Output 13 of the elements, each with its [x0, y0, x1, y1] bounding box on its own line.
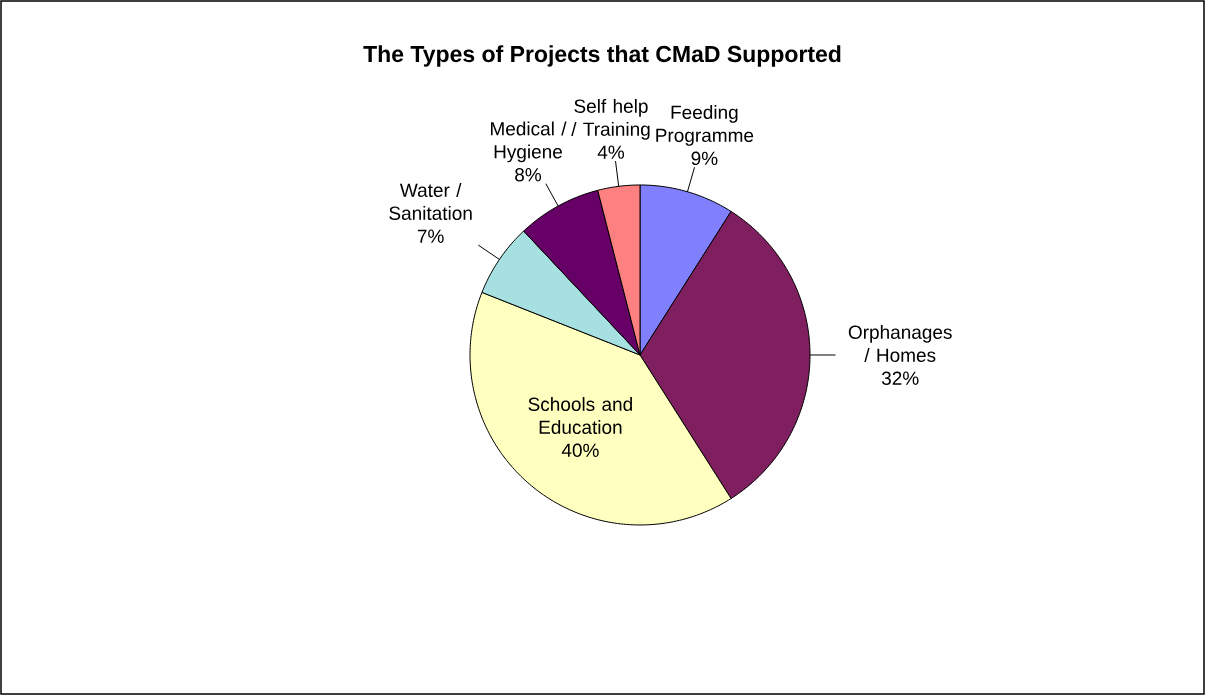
- slice-label: Water / Sanitation: [389, 183, 472, 220]
- data-label: 9%: [691, 151, 718, 166]
- slice-label: Medical / Hygiene: [491, 121, 567, 163]
- slice-label: Feeding Programme: [656, 105, 754, 146]
- slice-label: Schools and Education: [528, 397, 632, 435]
- slice-label: Self help / Training: [571, 98, 650, 140]
- data-label: 40%: [561, 443, 599, 458]
- data-label: 32%: [881, 371, 919, 385]
- data-label: 7%: [417, 229, 444, 243]
- chart-title: The Types of Projects that CMaD Supported: [363, 45, 841, 67]
- data-label: 8%: [515, 168, 542, 182]
- data-label: 4%: [597, 145, 625, 159]
- slice-label: Orphanages / Homes: [848, 325, 952, 362]
